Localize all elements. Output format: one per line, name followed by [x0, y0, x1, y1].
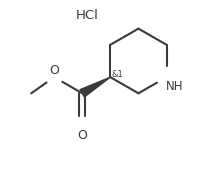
Text: HCl: HCl: [76, 8, 99, 21]
Text: &1: &1: [111, 70, 123, 79]
Text: NH: NH: [166, 80, 184, 93]
Text: O: O: [49, 64, 59, 77]
Polygon shape: [80, 77, 110, 97]
Text: O: O: [77, 129, 87, 142]
